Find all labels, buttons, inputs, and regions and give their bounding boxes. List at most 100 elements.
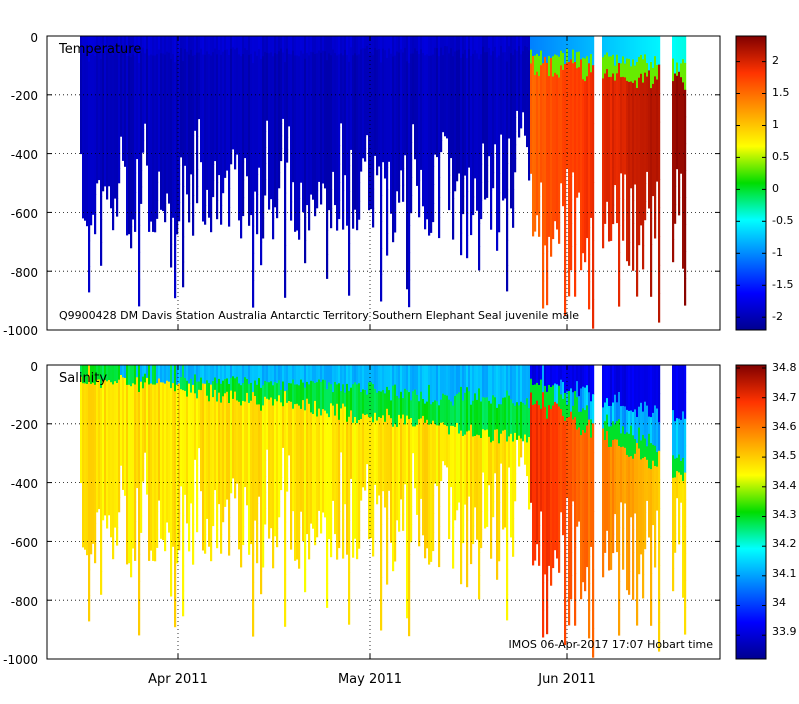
- profile-segment: [644, 73, 646, 92]
- profile-segment: [678, 161, 680, 179]
- profile-segment: [246, 78, 248, 93]
- profile-segment: [432, 203, 434, 222]
- profile-segment: [562, 53, 564, 71]
- profile-segment: [126, 56, 128, 76]
- profile-segment: [430, 213, 432, 233]
- profile-segment: [330, 132, 332, 152]
- profile-segment: [164, 36, 166, 55]
- profile-segment: [138, 63, 140, 91]
- profile-segment: [430, 134, 432, 154]
- profile-segment: [512, 113, 514, 133]
- profile-segment: [572, 158, 574, 172]
- profile-segment: [306, 53, 308, 70]
- profile-segment: [208, 145, 210, 164]
- profile-segment: [336, 75, 338, 95]
- profile-segment: [452, 426, 454, 447]
- profile-segment: [436, 133, 438, 146]
- profile-segment: [334, 483, 336, 500]
- profile-segment: [358, 183, 360, 202]
- profile-segment: [408, 446, 410, 474]
- profile-segment: [168, 186, 170, 203]
- profile-segment: [242, 162, 244, 181]
- profile-segment: [318, 138, 320, 153]
- profile-segment: [122, 86, 124, 99]
- profile-segment: [226, 419, 228, 433]
- profile-segment: [348, 391, 350, 417]
- profile-segment: [632, 83, 634, 107]
- profile-segment: [282, 110, 284, 119]
- profile-segment: [456, 481, 458, 496]
- profile-segment: [522, 74, 524, 82]
- profile-segment: [476, 36, 478, 54]
- profile-segment: [282, 398, 284, 407]
- profile-segment: [408, 473, 410, 501]
- profile-segment: [312, 479, 314, 496]
- profile-segment: [194, 102, 196, 112]
- profile-segment: [452, 385, 454, 406]
- profile-segment: [628, 128, 630, 151]
- profile-segment: [166, 491, 168, 507]
- profile-segment: [132, 54, 134, 73]
- profile-segment: [210, 95, 212, 115]
- profile-segment: [202, 129, 204, 148]
- profile-segment: [426, 182, 428, 201]
- profile-segment: [476, 193, 478, 211]
- profile-segment: [476, 123, 478, 141]
- profile-segment: [390, 178, 392, 196]
- profile-segment: [172, 383, 174, 402]
- profile-segment: [142, 377, 144, 389]
- profile-segment: [560, 124, 562, 139]
- profile-segment: [276, 181, 278, 200]
- profile-segment: [538, 196, 540, 217]
- profile-segment: [200, 124, 202, 137]
- profile-segment: [568, 62, 570, 89]
- profile-segment: [142, 48, 144, 60]
- profile-segment: [534, 56, 536, 76]
- profile-segment: [96, 453, 98, 468]
- profile-segment: [142, 400, 144, 412]
- profile-segment: [458, 132, 460, 146]
- profile-segment: [314, 72, 316, 91]
- profile-segment: [260, 219, 262, 242]
- profile-segment: [244, 365, 246, 378]
- profile-segment: [588, 91, 590, 119]
- profile-segment: [250, 472, 252, 490]
- profile-segment: [360, 36, 362, 50]
- profile-segment: [388, 428, 390, 441]
- profile-segment: [402, 481, 404, 498]
- profile-segment: [416, 395, 418, 410]
- profile-segment: [194, 121, 196, 131]
- profile-segment: [358, 36, 360, 55]
- profile-segment: [372, 461, 374, 481]
- profile-segment: [204, 187, 206, 206]
- profile-segment: [458, 77, 460, 91]
- profile-segment: [170, 481, 172, 505]
- profile-segment: [630, 36, 632, 52]
- profile-segment: [90, 206, 92, 225]
- profile-segment: [140, 70, 142, 87]
- profile-segment: [578, 98, 580, 114]
- profile-segment: [532, 96, 534, 117]
- profile-segment: [420, 63, 422, 77]
- profile-segment: [340, 374, 342, 383]
- profile-segment: [392, 221, 394, 242]
- profile-segment: [154, 193, 156, 213]
- profile-segment: [506, 36, 508, 62]
- profile-segment: [128, 365, 130, 385]
- profile-segment: [470, 464, 472, 484]
- profile-segment: [462, 454, 464, 472]
- profile-segment: [202, 384, 204, 403]
- profile-segment: [386, 540, 388, 562]
- profile-segment: [654, 157, 656, 178]
- profile-segment: [308, 211, 310, 231]
- profile-segment: [106, 414, 108, 431]
- profile-segment: [132, 109, 134, 128]
- profile-segment: [288, 54, 290, 64]
- profile-segment: [254, 67, 256, 83]
- profile-segment: [326, 438, 328, 463]
- profile-segment: [494, 36, 496, 47]
- profile-segment: [348, 243, 350, 269]
- profile-segment: [200, 403, 202, 416]
- profile-segment: [476, 417, 478, 435]
- profile-segment: [186, 476, 188, 492]
